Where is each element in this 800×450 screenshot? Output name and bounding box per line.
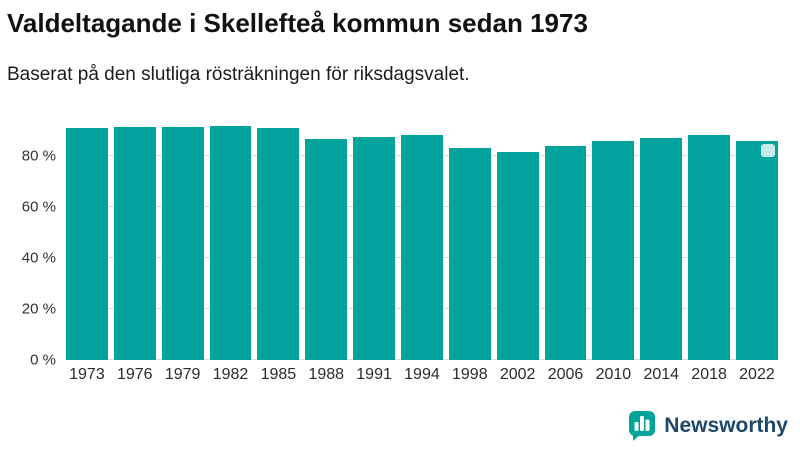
x-tick-label: 1994 [404, 366, 440, 383]
bar-2002[interactable] [496, 152, 539, 360]
bar-1985[interactable] [257, 128, 300, 360]
brand-name: Newsworthy [664, 414, 788, 437]
newsworthy-logo-icon [629, 411, 656, 441]
bar-1973[interactable] [66, 128, 108, 360]
x-tick-label: 1979 [164, 366, 201, 383]
x-tick-label: 1988 [308, 366, 345, 383]
brand-footer[interactable]: Newsworthy [628, 410, 788, 442]
y-tick-label: 20 % [21, 300, 56, 318]
y-tick-label: 0 % [30, 351, 56, 369]
bar-1994[interactable] [401, 135, 443, 360]
y-tick-label: 40 % [21, 249, 56, 267]
highlight-marker [760, 144, 775, 158]
y-axis: 0 % 20 % 40 % 60 % 80 % [8, 118, 66, 369]
bar-1979[interactable] [161, 126, 204, 360]
plot-area [66, 118, 778, 360]
bar-2010[interactable] [592, 140, 635, 360]
bar-1991[interactable] [353, 136, 396, 360]
y-tick-label: 60 % [21, 198, 56, 216]
x-tick-label: 1976 [116, 366, 153, 383]
x-tick-label: 2022 [739, 366, 775, 383]
bar-1982[interactable] [209, 125, 252, 360]
chart-area: 0 % 20 % 40 % 60 % 80 % [8, 118, 778, 369]
x-tick-label: 2014 [643, 366, 680, 383]
x-tick-label: 1982 [212, 366, 249, 383]
x-tick-label: 1991 [356, 366, 392, 383]
x-tick-label: 2002 [499, 366, 536, 383]
bar-1976[interactable] [113, 126, 156, 360]
x-tick-label: 1973 [69, 366, 105, 383]
x-tick-label: 2010 [595, 366, 632, 383]
bar-2022[interactable] [736, 141, 778, 360]
y-tick-label: 80 % [21, 147, 56, 165]
bar-1988[interactable] [305, 138, 348, 360]
bar-2006[interactable] [544, 146, 587, 360]
x-axis: 1973 1976 1979 1982 1985 1988 1991 1994 1998 2002… [66, 366, 778, 384]
x-tick-label: 1985 [260, 366, 297, 383]
bar-2014[interactable] [640, 138, 683, 360]
x-tick-label: 2018 [691, 366, 727, 383]
bar-1998[interactable] [448, 147, 491, 360]
x-tick-label: 2006 [547, 366, 584, 383]
bar-2018[interactable] [688, 134, 731, 360]
bars [66, 118, 778, 360]
x-tick-label: 1998 [452, 366, 488, 383]
chart-title: Valdeltagande i Skellefteå kommun sedan … [7, 8, 588, 38]
chart-subtitle: Baserat på den slutliga rösträkningen fö… [7, 64, 470, 85]
